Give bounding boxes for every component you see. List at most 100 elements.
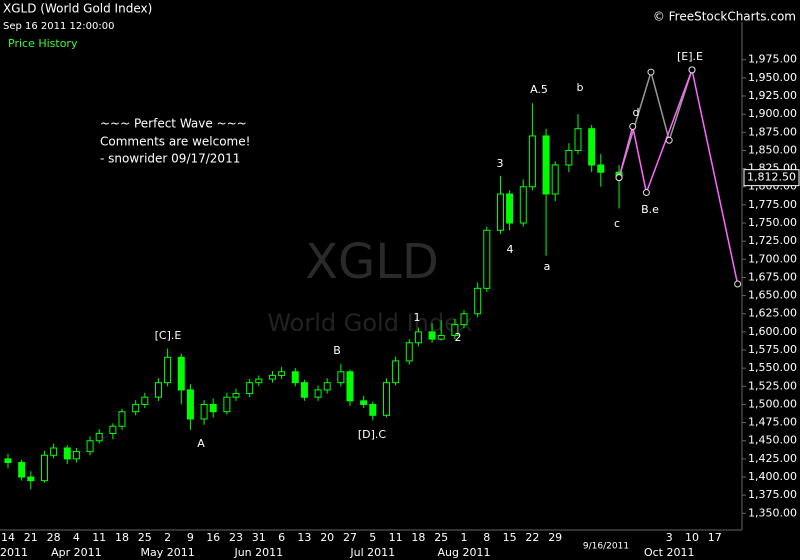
y-tick-label: 1,675.00 <box>748 270 797 283</box>
candle-body <box>474 287 482 315</box>
wave-label: [E].E <box>677 50 703 63</box>
candle-body <box>460 313 468 326</box>
projection-point <box>615 174 623 182</box>
wave-label: B <box>333 344 341 357</box>
candle-body <box>268 374 276 380</box>
candle-body <box>164 356 172 384</box>
x-tick-label: 4 <box>73 531 80 544</box>
x-tick-label: 5 <box>369 531 376 544</box>
x-month-label: Jun 2011 <box>233 546 283 559</box>
date-marker: 9/16/2011 <box>583 542 629 552</box>
y-tick-label: 1,375.00 <box>748 488 797 501</box>
candle-body <box>428 331 436 340</box>
y-tick-label: 1,700.00 <box>748 252 797 265</box>
candle-body <box>95 432 103 442</box>
candle-body <box>382 382 390 416</box>
last-price-box <box>743 169 800 187</box>
wave-label: 4 <box>507 243 514 256</box>
candle-body <box>360 400 368 405</box>
x-month-label: Oct 2011 <box>644 546 695 559</box>
candle-body <box>40 454 48 482</box>
x-tick-label: 15 <box>503 531 517 544</box>
wave-label: A <box>197 437 205 450</box>
y-tick-label: 1,625.00 <box>748 307 797 320</box>
y-tick-label: 1,650.00 <box>748 289 797 302</box>
wave-label: 1 <box>414 311 421 324</box>
x-tick-label: 18 <box>411 531 425 544</box>
x-tick-label: 17 <box>708 531 722 544</box>
x-month-label: 2011 <box>0 546 28 559</box>
candle-body <box>337 371 345 384</box>
x-tick-label: 3 <box>666 531 673 544</box>
projection-point <box>665 136 673 144</box>
y-tick-label: 1,875.00 <box>748 125 797 138</box>
candle-body <box>496 193 504 231</box>
y-tick-label: 1,575.00 <box>748 343 797 356</box>
wave-label: B.e <box>641 203 659 216</box>
candle-body <box>177 356 185 391</box>
comment-line: ~~~ Perfect Wave ~~~ <box>100 117 247 131</box>
comment-line: Comments are welcome! <box>100 135 250 149</box>
y-tick-label: 1,850.00 <box>748 143 797 156</box>
candle-body <box>186 389 194 420</box>
candle-body <box>519 186 527 224</box>
candle-body <box>588 128 596 166</box>
y-tick-label: 1,750.00 <box>748 216 797 229</box>
candle-body <box>291 371 299 384</box>
watermark-symbol: XGLD <box>305 234 439 290</box>
candle-body <box>118 411 126 427</box>
y-tick-label: 1,950.00 <box>748 71 797 84</box>
y-tick-label: 1,475.00 <box>748 416 797 429</box>
x-tick-label: 18 <box>115 531 129 544</box>
y-tick-label: 1,450.00 <box>748 434 797 447</box>
candle-body <box>551 164 559 195</box>
timestamp: Sep 16 2011 12:00:00 <box>3 21 114 32</box>
candle-body <box>414 331 422 344</box>
x-tick-label: 11 <box>92 531 106 544</box>
candle-body <box>300 382 308 398</box>
y-tick-label: 1,900.00 <box>748 107 797 120</box>
x-tick-label: 6 <box>278 531 285 544</box>
candle-body <box>4 458 12 464</box>
x-tick-label: 28 <box>47 531 61 544</box>
candle-body <box>346 371 354 402</box>
projection-point <box>688 66 696 74</box>
candle-body <box>483 229 491 289</box>
candle-body <box>141 396 149 405</box>
y-tick-label: 1,725.00 <box>748 234 797 247</box>
symbol-title: XGLD (World Gold Index) <box>3 2 152 16</box>
candle-body <box>255 378 263 384</box>
candle-body <box>528 135 536 188</box>
y-tick-label: 1,425.00 <box>748 452 797 465</box>
projection-point <box>647 68 655 76</box>
y-tick-label: 1,350.00 <box>748 506 797 519</box>
candle-body <box>200 403 208 420</box>
x-tick-label: 29 <box>548 531 562 544</box>
wave-label: b <box>577 81 584 94</box>
candle-body <box>63 447 71 460</box>
x-month-label: Aug 2011 <box>438 546 491 559</box>
wave-label: [C].E <box>155 329 182 342</box>
wave-label: 3 <box>497 157 504 170</box>
x-tick-label: 13 <box>297 531 311 544</box>
candle-body <box>223 396 231 413</box>
y-tick-label: 1,925.00 <box>748 89 797 102</box>
comment-line: - snowrider 09/17/2011 <box>100 152 240 166</box>
y-tick-label: 1,775.00 <box>748 198 797 211</box>
candle-body <box>323 382 331 391</box>
candle-body <box>369 403 377 416</box>
projection-point <box>629 123 637 131</box>
candle-body <box>437 335 445 340</box>
x-tick-label: 10 <box>685 531 699 544</box>
candle-body <box>451 324 459 337</box>
y-tick-label: 1,400.00 <box>748 470 797 483</box>
candle-body <box>27 476 35 482</box>
x-month-label: Jul 2011 <box>349 546 395 559</box>
projection-point <box>642 189 650 197</box>
x-month-label: Apr 2011 <box>51 546 102 559</box>
y-tick-label: 1,600.00 <box>748 325 797 338</box>
x-tick-label: 25 <box>138 531 152 544</box>
last-price-label: 1,812.50 <box>747 171 796 184</box>
candle-body <box>18 462 26 478</box>
